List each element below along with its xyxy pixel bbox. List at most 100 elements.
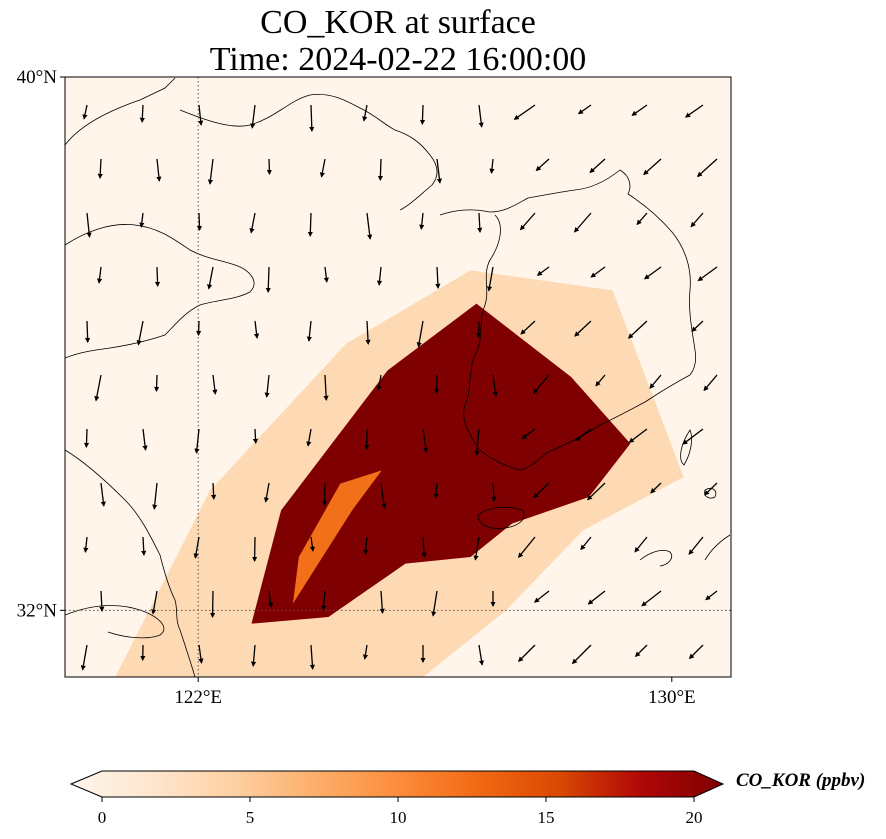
- wind-arrow: [139, 104, 145, 124]
- wind-arrow: [536, 266, 550, 276]
- wind-arrow: [366, 212, 373, 240]
- wind-arrow: [491, 482, 497, 502]
- wind-arrow: [532, 374, 550, 395]
- wind-arrow: [703, 374, 718, 392]
- wind-arrow: [376, 266, 383, 286]
- co-concentration-field: [115, 270, 684, 677]
- wind-arrow: [636, 212, 648, 226]
- wind-arrow: [321, 590, 327, 611]
- wind-arrow: [477, 212, 483, 234]
- wind-arrow: [473, 536, 480, 561]
- wind-arrow: [649, 374, 662, 389]
- wind-arrow: [705, 590, 718, 601]
- wind-arrow: [249, 212, 256, 234]
- wind-arrow: [419, 104, 426, 126]
- wind-arrow: [379, 590, 385, 614]
- wind-arrow: [207, 158, 214, 185]
- wind-arrow: [141, 536, 147, 557]
- wind-arrow: [198, 644, 204, 664]
- map-title: CO_KOR at surface: [260, 4, 536, 41]
- wind-arrow: [83, 536, 89, 553]
- wind-arrow: [535, 158, 550, 172]
- wind-arrow: [478, 104, 484, 128]
- wind-arrow: [688, 644, 704, 660]
- wind-arrow: [96, 266, 103, 284]
- wind-arrow: [688, 536, 704, 555]
- wind-arrow: [587, 590, 606, 605]
- map-frame: [64, 76, 732, 678]
- colorbar-title: CO_KOR (ppbv): [736, 770, 866, 791]
- wind-arrow: [519, 212, 536, 231]
- wind-arrow: [627, 320, 648, 339]
- wind-arrow: [474, 428, 480, 456]
- wind-arrow: [152, 482, 158, 510]
- wind-arrow: [697, 266, 718, 282]
- wind-arrow: [362, 644, 369, 660]
- wind-arrow: [704, 482, 718, 496]
- wind-arrow: [433, 482, 439, 499]
- wind-arrow: [153, 374, 160, 393]
- wind-arrow: [574, 320, 592, 337]
- wind-arrow: [84, 320, 91, 344]
- wind-arrow: [253, 320, 260, 339]
- wind-arrow: [97, 158, 103, 180]
- wind-arrow: [580, 536, 592, 551]
- wind-arrow: [517, 536, 536, 559]
- wind-arrow: [690, 212, 704, 228]
- wind-arrow: [250, 104, 256, 129]
- wind-arrow: [595, 374, 606, 387]
- plume-core: [251, 303, 631, 624]
- wind-arrow: [306, 320, 312, 342]
- liaodong-coast: [179, 93, 438, 211]
- wind-arrow: [518, 644, 536, 662]
- axis-ticks: 40°N 32°N 122°E 130°E: [17, 67, 696, 708]
- wind-arrow: [307, 212, 313, 238]
- wind-arrow: [586, 482, 606, 501]
- shandong-coast: [65, 224, 255, 359]
- wind-arrow: [574, 428, 592, 442]
- wind-arrow: [431, 590, 438, 617]
- wind-arrow: [266, 158, 272, 176]
- wind-arrow: [533, 590, 550, 603]
- wind-arrow: [82, 104, 88, 120]
- wind-arrow: [309, 644, 315, 670]
- wind-arrow: [416, 320, 424, 348]
- wind-arrow: [252, 428, 259, 445]
- colorbar-tick-label: 5: [246, 808, 255, 827]
- wind-arrow: [377, 158, 384, 182]
- map-time-label: Time: 2024-02-22 16:00:00: [209, 41, 587, 78]
- yangtze-estuary: [65, 605, 165, 639]
- wind-arrow: [643, 266, 662, 280]
- wind-arrow: [154, 266, 161, 288]
- wind-arrow: [643, 158, 662, 176]
- colorbar-tick-label: 20: [686, 808, 703, 827]
- wind-arrow: [421, 536, 427, 558]
- wind-arrow: [533, 482, 550, 499]
- wind-arrow: [363, 536, 369, 555]
- wind-arrow: [376, 374, 382, 391]
- wind-arrow: [250, 644, 257, 667]
- wind-arrow: [100, 482, 106, 507]
- wind-arrow: [634, 536, 648, 553]
- wind-arrow: [268, 590, 274, 608]
- lat-tick-label: 32°N: [17, 600, 58, 621]
- wind-arrow: [151, 590, 158, 615]
- wind-arrow: [323, 374, 329, 402]
- wind-arrow: [682, 428, 704, 445]
- coastlines: [65, 77, 731, 677]
- wind-arrow: [589, 158, 606, 174]
- wind-arrow: [263, 482, 270, 503]
- china-north-coast: [65, 77, 176, 146]
- wind-arrow: [99, 590, 105, 613]
- wind-arrow: [380, 482, 387, 509]
- wind-arrow: [478, 644, 485, 666]
- wind-arrow: [156, 158, 162, 182]
- wind-arrow: [577, 104, 592, 115]
- lon-tick-label: 130°E: [648, 687, 696, 708]
- colorbar-ticks: 0 5 10 15 20: [98, 797, 703, 827]
- wind-arrow: [684, 104, 704, 118]
- colorbar-tick-label: 0: [98, 808, 107, 827]
- wind-vectors: [80, 104, 718, 671]
- wind-arrow: [309, 536, 315, 552]
